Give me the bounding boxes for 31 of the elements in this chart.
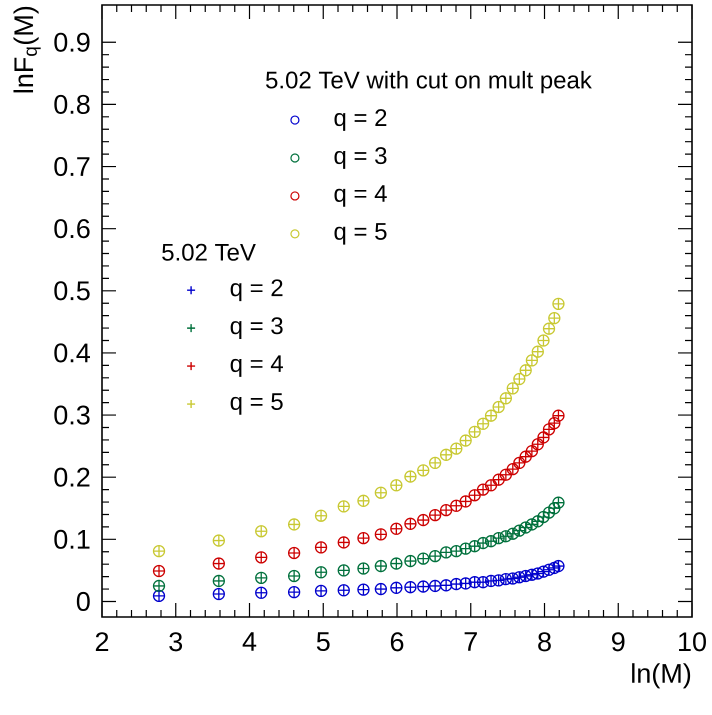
- annotation: 5.02 TeV with cut on mult peak: [266, 70, 592, 94]
- x-tick-label: 5: [316, 632, 330, 652]
- x-tick-label: 4: [242, 632, 256, 651]
- x-tick-label: 10: [679, 632, 706, 652]
- x-tick-label: 6: [390, 632, 404, 652]
- legend-label: q = 5: [334, 223, 387, 245]
- y-tick-label: 0.1: [54, 530, 90, 549]
- annotation: 5.02 TeV: [162, 244, 256, 261]
- legend-label: q = 2: [230, 279, 282, 302]
- x-axis-title: ln(M): [632, 663, 690, 688]
- legend-label: q = 4: [230, 355, 283, 377]
- x-tick-label: 9: [612, 632, 624, 652]
- legend-label: q = 5: [230, 393, 283, 415]
- y-tick-label: 0.7: [54, 156, 90, 176]
- legend-label: q = 3: [230, 317, 283, 340]
- y-tick-label: 0.3: [54, 406, 90, 425]
- x-tick-label: 3: [169, 632, 182, 652]
- legend-label: q = 4: [334, 185, 387, 207]
- y-tick-label: 0.8: [54, 94, 90, 114]
- y-axis-title: lnF$_{q}$(M): [13, 6, 41, 92]
- legend-label: q = 2: [334, 109, 386, 131]
- y-tick-label: 0.9: [54, 32, 90, 52]
- x-tick-label: 8: [538, 632, 551, 652]
- y-tick-label: 0.5: [54, 281, 90, 300]
- y-tick-label: 0.4: [54, 343, 90, 362]
- x-tick-label: 2: [96, 632, 108, 652]
- y-tick-label: 0: [76, 592, 90, 612]
- y-tick-label: 0.2: [54, 468, 90, 487]
- y-tick-label: 0.6: [54, 219, 90, 238]
- x-tick-label: 7: [464, 632, 477, 651]
- legend-label: q = 3: [334, 147, 386, 169]
